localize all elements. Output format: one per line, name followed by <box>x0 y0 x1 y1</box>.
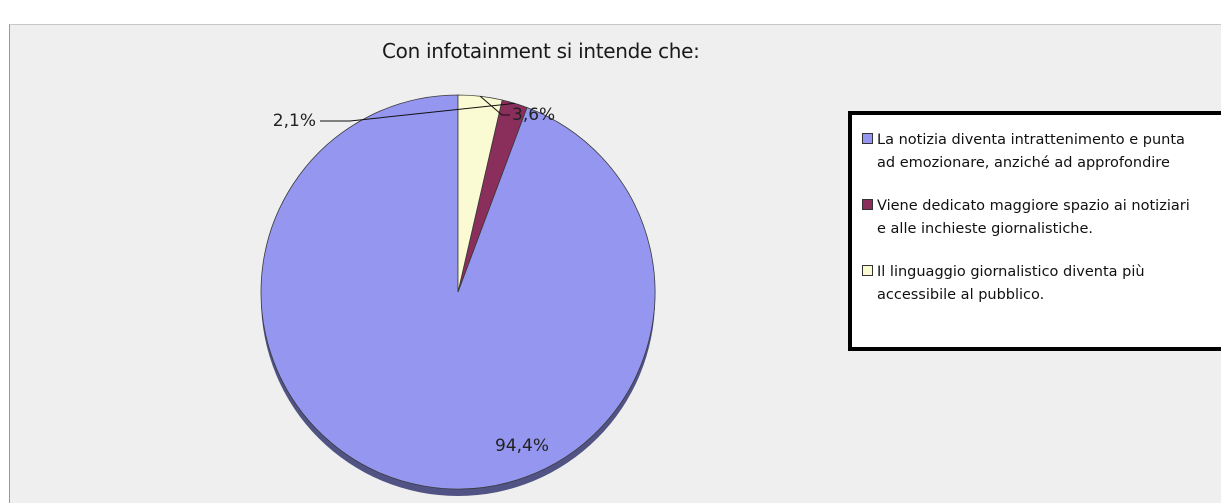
leader-line <box>320 102 515 122</box>
pie-chart: 94,4% 2,1% 3,6% <box>260 94 656 496</box>
data-label: 3,6% <box>512 105 555 125</box>
legend-swatch <box>862 199 873 210</box>
legend-label: Viene dedicato maggiore spazio ai notizi… <box>877 198 1190 237</box>
data-label: 2,1% <box>273 111 316 131</box>
legend-swatch <box>862 265 873 276</box>
pie-slice <box>457 94 503 293</box>
legend-item-news-space: Viene dedicato maggiore spazio ai notizi… <box>862 195 1221 241</box>
legend-item-entertainment: La notizia diventa intrattenimento e pun… <box>862 129 1221 175</box>
chart-title: Con infotainment si intende che: <box>382 39 700 63</box>
chart-legend: La notizia diventa intrattenimento e pun… <box>848 111 1221 351</box>
data-label: 94,4% <box>495 436 549 456</box>
chart-area: 94,4% 2,1% 3,6% Con infotainment si intend… <box>9 24 1221 503</box>
legend-label: Il linguaggio giornalistico diventa più … <box>877 264 1145 303</box>
legend-swatch <box>862 133 873 144</box>
legend-item-accessible-language: Il linguaggio giornalistico diventa più … <box>862 261 1221 307</box>
leader-line <box>479 95 510 116</box>
legend-label: La notizia diventa intrattenimento e pun… <box>877 132 1185 171</box>
